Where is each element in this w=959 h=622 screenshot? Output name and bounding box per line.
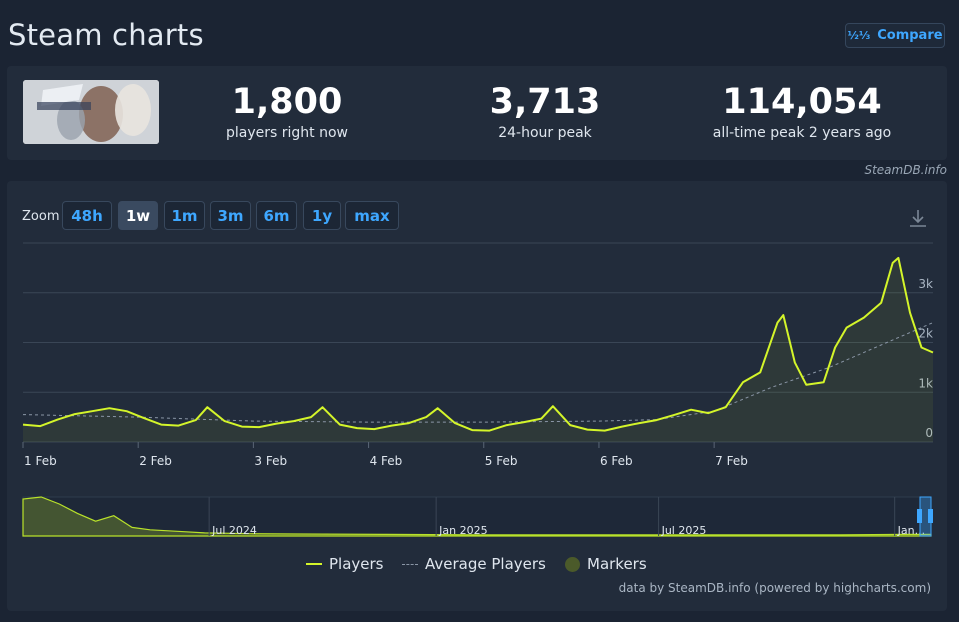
navigator-tick-label: Jan 2025 xyxy=(438,524,487,537)
navigator-tick-label: Jan... xyxy=(897,524,925,537)
x-tick-label: 3 Feb xyxy=(254,454,287,468)
all-time-peak-label: all-time peak 2 years ago xyxy=(712,125,892,141)
chart-panel: Zoom 48h 1w 1m 3m 6m 1y max 0 1k 2k 3k 1 Feb… xyxy=(7,181,947,611)
stats-panel: 1,800 players right now 3,713 24-hour pe… xyxy=(7,66,947,160)
navigator-handle-left xyxy=(917,509,922,523)
legend-average-label: Average Players xyxy=(425,555,546,573)
zoom-1w-button[interactable]: 1w xyxy=(118,201,158,230)
navigator-tick-label: Jul 2024 xyxy=(211,524,257,537)
page-title: Steam charts xyxy=(8,18,204,52)
legend-players[interactable]: Players xyxy=(306,555,384,573)
zoom-6m-button[interactable]: 6m xyxy=(256,201,297,230)
legend-players-label: Players xyxy=(329,555,384,573)
average-line-swatch xyxy=(402,563,418,565)
chart-legend: Players Average Players Markers xyxy=(7,555,947,575)
day-peak-label: 24-hour peak xyxy=(498,125,592,141)
players-area xyxy=(23,257,933,442)
players-line-swatch xyxy=(306,563,322,565)
game-thumbnail[interactable] xyxy=(23,80,159,144)
navigator-area xyxy=(22,496,932,537)
download-icon[interactable] xyxy=(907,207,929,229)
average-players-line xyxy=(22,322,934,423)
compare-button[interactable]: ½⅓ Compare xyxy=(845,23,945,48)
x-tick-label: 2 Feb xyxy=(139,454,172,468)
steamdb-credit[interactable]: SteamDB.info xyxy=(864,163,947,177)
navigator-handle-right xyxy=(928,509,933,523)
navigator-tick-label: Jul 2025 xyxy=(661,524,707,537)
players-line-chart[interactable]: 0 1k 2k 3k 1 Feb 2 Feb 3 Feb 4 Feb 5 Feb 6 Feb 7 F… xyxy=(7,231,947,481)
y-tick-label: 0 xyxy=(925,426,933,440)
y-tick-label: 1k xyxy=(918,376,933,390)
all-time-peak-stat: 114,054 all-time peak 2 years ago xyxy=(707,82,897,141)
day-peak-stat: 3,713 24-hour peak xyxy=(470,82,620,141)
zoom-48h-button[interactable]: 48h xyxy=(62,201,112,230)
current-players-label: players right now xyxy=(226,125,348,141)
y-tick-label: 2k xyxy=(918,327,933,341)
zoom-1y-button[interactable]: 1y xyxy=(303,201,341,230)
day-peak-value: 3,713 xyxy=(489,82,601,122)
x-tick-label: 4 Feb xyxy=(370,454,403,468)
current-players-stat: 1,800 players right now xyxy=(212,82,362,141)
compare-label: Compare xyxy=(877,28,943,43)
x-tick-label: 5 Feb xyxy=(485,454,518,468)
x-tick-label: 6 Feb xyxy=(600,454,633,468)
players-line xyxy=(22,256,934,432)
all-time-peak-value: 114,054 xyxy=(722,82,882,122)
zoom-1m-button[interactable]: 1m xyxy=(164,201,205,230)
zoom-label: Zoom xyxy=(22,209,60,224)
game-art-image xyxy=(23,80,159,144)
fraction-icon: ½⅓ xyxy=(847,29,871,42)
highcharts-credit[interactable]: data by SteamDB.info (powered by highcha… xyxy=(618,581,931,595)
current-players-value: 1,800 xyxy=(231,82,343,122)
y-tick-label: 3k xyxy=(918,277,933,291)
x-tick-label: 7 Feb xyxy=(715,454,748,468)
navigator-background xyxy=(22,496,932,537)
x-tick-label: 1 Feb xyxy=(24,454,57,468)
legend-markers[interactable]: Markers xyxy=(565,555,647,573)
legend-average[interactable]: Average Players xyxy=(402,555,546,573)
zoom-max-button[interactable]: max xyxy=(345,201,399,230)
zoom-3m-button[interactable]: 3m xyxy=(210,201,251,230)
legend-markers-label: Markers xyxy=(587,555,647,573)
navigator-chart[interactable]: Jul 2024 Jan 2025 Jul 2025 Jan... xyxy=(7,493,947,543)
markers-dot-swatch xyxy=(565,556,580,572)
